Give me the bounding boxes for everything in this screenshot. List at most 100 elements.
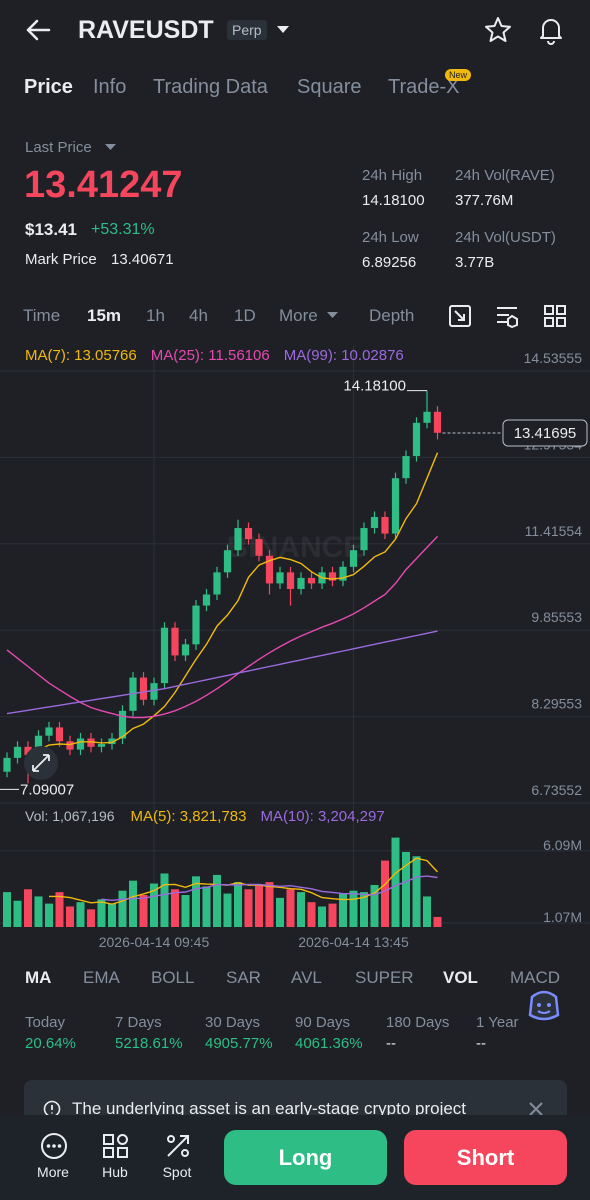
volume-bar [412, 856, 421, 927]
candle-body [391, 478, 400, 534]
interval[interactable]: 1D [234, 306, 256, 325]
candle-body [297, 577, 305, 589]
indicator-tab[interactable]: EMA [83, 968, 120, 987]
volume-bar [307, 902, 316, 927]
volume-bar [391, 837, 400, 927]
volume-bar [234, 882, 242, 927]
volume-bar [150, 883, 158, 927]
nav-label[interactable]: Spot [162, 1164, 192, 1180]
candle-body [45, 727, 53, 736]
interval[interactable]: 1h [146, 306, 165, 325]
tab[interactable]: Square [297, 76, 362, 98]
candle-body [349, 550, 358, 567]
indicator-tab[interactable]: AVL [291, 968, 322, 987]
stat-value: 6.89256 [362, 254, 417, 271]
candle-body [423, 411, 431, 423]
stat-value: 377.76M [455, 192, 514, 209]
back-button[interactable] [24, 16, 52, 44]
notification-button[interactable] [537, 15, 565, 45]
ma-line [27, 452, 439, 755]
volume-bar [3, 892, 11, 927]
candle-body [412, 422, 421, 457]
volume-bar [118, 890, 127, 927]
layout-icon[interactable] [543, 304, 567, 328]
return-label: Today [25, 1014, 66, 1031]
fullscreen-button[interactable] [24, 746, 58, 780]
price-change: +53.31% [91, 221, 155, 238]
last-price-label: 13.41695 [514, 425, 577, 442]
indicator-tab[interactable]: MA [25, 968, 52, 987]
candle-body [276, 572, 284, 584]
return-value: 20.64% [25, 1035, 76, 1052]
favorite-button[interactable] [484, 16, 512, 44]
return-label: 7 Days [115, 1014, 162, 1031]
candle-body [213, 572, 221, 595]
volume-bar [181, 895, 190, 927]
interval[interactable]: 4h [189, 306, 208, 325]
short-button[interactable]: Short [404, 1130, 567, 1185]
return-label: 1 Year [476, 1014, 519, 1031]
return-label: 90 Days [295, 1014, 351, 1031]
indicator-tab[interactable]: VOL [443, 968, 478, 987]
indicator-tab[interactable]: SUPER [355, 968, 414, 987]
candle-body [360, 528, 368, 551]
spot-icon[interactable] [164, 1132, 192, 1160]
volume-bar [202, 886, 211, 927]
tab[interactable]: Info [93, 76, 127, 98]
nav-label[interactable]: More [37, 1164, 69, 1180]
indicator-tab[interactable]: BOLL [151, 968, 195, 987]
candle-body [381, 516, 389, 534]
interval[interactable]: Time [23, 306, 61, 325]
volume-label: Vol: 1,067,196 [25, 808, 115, 824]
candle-body [171, 627, 179, 656]
more-icon[interactable] [40, 1132, 68, 1160]
tab[interactable]: Trade-X [388, 76, 460, 98]
symbol-dropdown[interactable] [276, 25, 290, 35]
legend-entry: MA(10): 3,204,297 [260, 808, 384, 825]
volume-bar [244, 889, 253, 927]
hub-icon[interactable] [102, 1132, 130, 1160]
candle-body [139, 677, 148, 700]
interval[interactable]: Depth [369, 306, 415, 325]
candle-body [192, 605, 200, 645]
legend-entry: MA(99): 10.02876 [284, 347, 404, 364]
candle-body [66, 741, 74, 750]
symbol[interactable]: RAVEUSDT [78, 16, 214, 44]
volume-bar [76, 902, 85, 927]
indicator-icon[interactable] [495, 304, 521, 328]
last-price-dropdown[interactable] [105, 144, 117, 152]
interval[interactable]: 15m [87, 306, 122, 325]
candle-body [181, 644, 190, 656]
candle-body [3, 757, 11, 772]
notice-text: The underlying asset is an early-stage c… [72, 1099, 467, 1118]
volume-bar [66, 906, 74, 927]
nav-label[interactable]: Hub [102, 1164, 128, 1180]
y-tick-label: 6.73552 [531, 782, 582, 798]
stat-label: 24h Vol(USDT) [455, 229, 556, 246]
volume-bar [423, 896, 431, 927]
mark-price-label: Mark Price [25, 251, 97, 268]
assistant-button[interactable] [524, 985, 564, 1025]
close-notice[interactable] [528, 1101, 544, 1117]
candle-body [13, 746, 22, 758]
candle-body [307, 577, 316, 584]
chart-settings-icon[interactable] [448, 304, 472, 328]
indicator-tab[interactable]: SAR [226, 968, 261, 987]
ma-line [6, 535, 439, 719]
long-button[interactable]: Long [224, 1130, 387, 1185]
tab[interactable]: Price [24, 76, 73, 98]
return-value: -- [476, 1035, 486, 1052]
y-tick-label: 6.09M [543, 837, 582, 853]
volume-bar [223, 893, 232, 927]
more-dropdown[interactable] [327, 312, 339, 320]
last-price-label[interactable]: Last Price [25, 139, 92, 156]
stat-label: 24h Low [362, 229, 419, 246]
interval[interactable]: More [279, 306, 318, 325]
volume-bar [402, 851, 410, 927]
candle-body [55, 727, 64, 742]
volume-bar [160, 873, 169, 927]
tab[interactable]: Trading Data [153, 76, 268, 98]
x-tick-label: 2026-04-14 13:45 [298, 934, 409, 950]
